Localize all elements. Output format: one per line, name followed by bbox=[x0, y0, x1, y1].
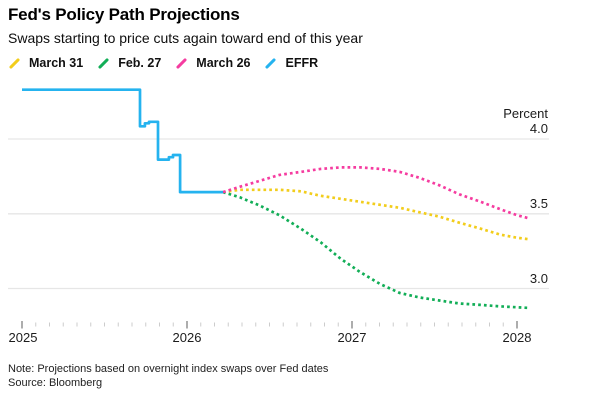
note-text: Note: Projections based on overnight ind… bbox=[8, 363, 329, 375]
series-line-march-31 bbox=[222, 188, 529, 241]
chart-footnote: Note: Projections based on overnight ind… bbox=[8, 363, 328, 390]
series-line-march-26 bbox=[222, 166, 529, 220]
legend-item-march-26: March 26 bbox=[175, 56, 250, 70]
legend-label: March 31 bbox=[29, 56, 84, 70]
series-line-feb-27 bbox=[222, 190, 529, 310]
legend: March 31 Feb. 27 March 26 EFFR bbox=[8, 56, 318, 70]
x-axis-tick-label-2026: 2026 bbox=[172, 330, 202, 345]
y-axis-tick-label-3-0: 3.0 bbox=[529, 271, 548, 286]
y-axis-tick-label-3-5: 3.5 bbox=[529, 196, 548, 211]
source-text: Source: Bloomberg bbox=[8, 376, 103, 389]
legend-label: March 26 bbox=[196, 56, 251, 70]
legend-label: EFFR bbox=[285, 56, 319, 70]
x-axis-tick-label-2027: 2027 bbox=[337, 330, 367, 345]
legend-item-effr: EFFR bbox=[264, 56, 318, 70]
page-title: Fed's Policy Path Projections bbox=[8, 5, 240, 24]
legend-item-march-31: March 31 bbox=[8, 56, 83, 70]
x-axis-tick-label-2028: 2028 bbox=[502, 330, 532, 345]
legend-label: Feb. 27 bbox=[118, 56, 162, 70]
y-axis-tick-label-4-0: 4.0 bbox=[529, 121, 548, 136]
series-line-effr bbox=[22, 88, 223, 194]
chart-subtitle: Swaps starting to price cuts again towar… bbox=[8, 30, 363, 46]
y-axis-unit-label: Percent bbox=[503, 106, 548, 121]
x-axis-tick-label-2025: 2025 bbox=[8, 330, 38, 345]
legend-item-feb-27: Feb. 27 bbox=[97, 56, 161, 70]
